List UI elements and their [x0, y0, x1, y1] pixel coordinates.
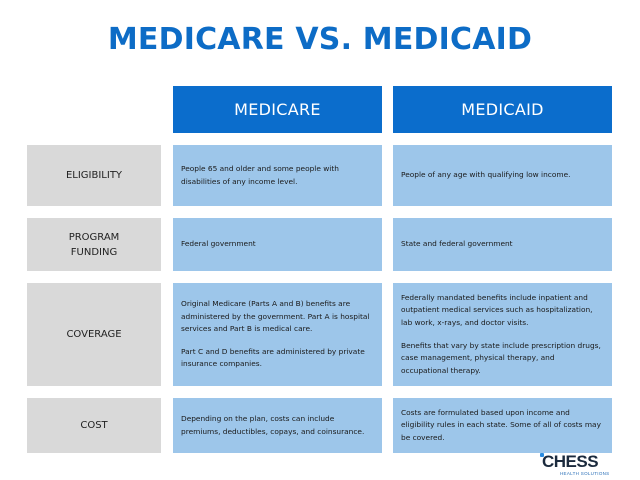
- cell-text: Part C and D benefits are administered b…: [181, 347, 365, 369]
- cell-medicaid-eligibility: People of any age with qualifying low in…: [393, 145, 612, 206]
- row-label-text: COVERAGE: [66, 329, 122, 340]
- column-header-medicaid: MEDICAID: [393, 86, 612, 133]
- row-label-coverage: COVERAGE: [27, 283, 161, 386]
- cell-text: People of any age with qualifying low in…: [401, 170, 571, 180]
- cell-medicaid-program-funding: State and federal government: [393, 218, 612, 271]
- row-label-text: FUNDING: [70, 246, 118, 258]
- cell-medicare-eligibility: People 65 and older and some people with…: [173, 145, 382, 206]
- row-label-text: PROGRAM: [68, 231, 120, 243]
- row-label-text: ELIGIBILITY: [65, 170, 123, 181]
- logo-mark-icon: [540, 453, 544, 457]
- cell-text: State and federal government: [401, 239, 513, 249]
- cell-medicare-coverage: Original Medicare (Parts A and B) benefi…: [173, 283, 382, 386]
- cell-text: Federally mandated benefits include inpa…: [401, 293, 593, 327]
- cell-text: Depending on the plan, costs can include…: [181, 414, 365, 436]
- row-label-text: COST: [80, 420, 108, 431]
- cell-text: People 65 and older and some people with…: [181, 164, 339, 186]
- column-header-medicare: MEDICARE: [173, 86, 382, 133]
- cell-text: Original Medicare (Parts A and B) benefi…: [181, 299, 370, 333]
- logo-tagline: HEALTH SOLUTIONS: [560, 471, 610, 476]
- row-label-eligibility: ELIGIBILITY: [27, 145, 161, 206]
- cell-text: Federal government: [181, 239, 256, 249]
- cell-medicare-program-funding: Federal government: [173, 218, 382, 271]
- cell-text: Costs are formulated based upon income a…: [401, 408, 601, 442]
- cell-medicaid-cost: Costs are formulated based upon income a…: [393, 398, 612, 453]
- row-label-program-funding: PROGRAM FUNDING: [27, 218, 161, 271]
- cell-medicare-cost: Depending on the plan, costs can include…: [173, 398, 382, 453]
- cell-medicaid-coverage: Federally mandated benefits include inpa…: [393, 283, 612, 386]
- logo-name: CHESS: [542, 452, 599, 471]
- chess-logo: CHESS HEALTH SOLUTIONS: [540, 452, 632, 478]
- page-title: MEDICARE VS. MEDICAID: [107, 22, 533, 57]
- cell-text: Benefits that vary by state include pres…: [401, 341, 601, 375]
- row-label-cost: COST: [27, 398, 161, 453]
